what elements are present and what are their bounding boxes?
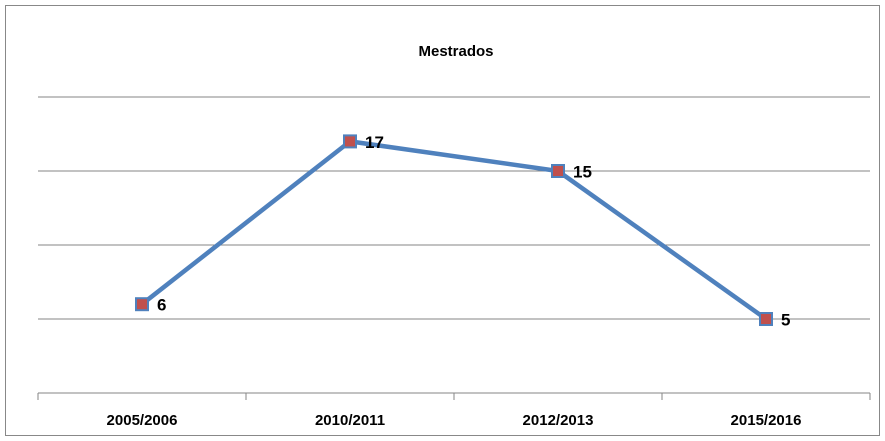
chart-title: Mestrados bbox=[418, 43, 493, 60]
data-label: 6 bbox=[157, 296, 166, 315]
data-point bbox=[135, 297, 149, 312]
x-tick-label: 2005/2006 bbox=[107, 412, 178, 429]
series-line bbox=[140, 139, 768, 321]
x-tick-label: 2015/2016 bbox=[731, 412, 802, 429]
chart-border bbox=[5, 5, 880, 436]
data-point bbox=[759, 312, 773, 326]
data-point bbox=[343, 134, 357, 149]
x-tick-label: 2010/2011 bbox=[315, 412, 385, 429]
data-label: 17 bbox=[365, 133, 384, 152]
data-label: 5 bbox=[781, 310, 790, 329]
x-tick-label: 2012/2013 bbox=[523, 412, 594, 429]
data-label: 15 bbox=[573, 162, 592, 181]
data-point bbox=[551, 164, 565, 178]
